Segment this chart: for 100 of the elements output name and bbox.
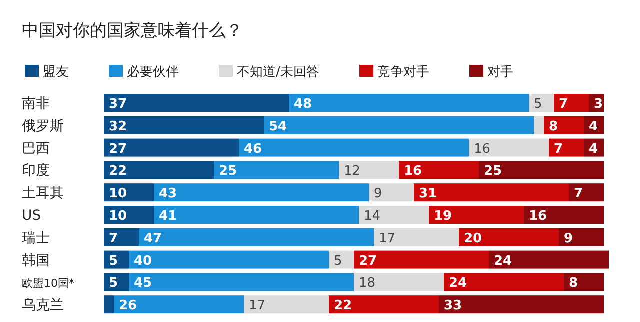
data-label: 16 — [404, 164, 422, 180]
bar — [154, 206, 359, 224]
bar — [524, 206, 604, 224]
data-label: 43 — [159, 186, 178, 202]
data-label: 17 — [249, 298, 266, 314]
bar — [554, 94, 589, 112]
data-label: 3 — [594, 97, 604, 112]
data-label: 54 — [269, 119, 288, 134]
data-label: 8 — [569, 276, 578, 292]
y-tick-label: 瑞士 — [22, 230, 50, 246]
data-label: 16 — [474, 142, 491, 157]
legend-label: 对手 — [487, 65, 514, 80]
data-label: 4 — [589, 119, 598, 134]
bar — [154, 184, 369, 202]
bar — [104, 296, 114, 314]
bar — [444, 273, 564, 292]
bar — [239, 138, 469, 157]
data-label: 22 — [109, 164, 128, 180]
bar — [399, 161, 479, 180]
bar — [529, 94, 554, 112]
data-label: 24 — [494, 254, 512, 269]
bar — [104, 228, 139, 246]
bar — [459, 228, 559, 246]
bar — [139, 228, 374, 246]
bar — [114, 296, 244, 314]
y-tick-label: 乌克兰 — [22, 298, 64, 314]
data-label: 14 — [364, 209, 381, 224]
bar — [534, 116, 544, 134]
data-label: 20 — [464, 231, 482, 246]
data-label: 31 — [419, 186, 438, 202]
bar — [104, 161, 214, 180]
y-tick-label: 巴西 — [22, 140, 50, 157]
data-label: 17 — [379, 231, 396, 246]
bar — [569, 184, 604, 202]
data-label: 10 — [109, 209, 128, 224]
bar — [354, 250, 489, 269]
bar — [544, 116, 584, 134]
data-label: 41 — [159, 209, 178, 224]
bar — [329, 250, 354, 269]
bar — [104, 138, 239, 157]
bar — [129, 250, 329, 269]
data-label: 47 — [144, 231, 162, 246]
bar — [374, 228, 459, 246]
bar — [564, 273, 604, 292]
legend-label: 盟友 — [43, 65, 69, 80]
data-label: 9 — [374, 186, 382, 202]
legend-label: 必要伙伴 — [127, 65, 179, 80]
bar — [559, 228, 604, 246]
legend-label: 竞争对手 — [377, 65, 430, 80]
data-label: 5 — [534, 97, 542, 112]
bar — [549, 138, 584, 157]
y-tick-label: US — [22, 208, 42, 224]
data-label: 5 — [334, 254, 342, 269]
bar — [414, 184, 569, 202]
data-label: 4 — [589, 142, 598, 157]
data-label: 25 — [219, 164, 238, 180]
bar — [339, 161, 399, 180]
bar — [489, 250, 609, 269]
data-label: 19 — [434, 209, 452, 224]
data-label: 16 — [529, 209, 548, 224]
data-label: 26 — [119, 298, 138, 314]
data-label: 18 — [359, 276, 376, 292]
data-label: 12 — [344, 164, 361, 180]
bar — [244, 296, 329, 314]
bar — [214, 161, 339, 180]
data-label: 5 — [109, 276, 118, 292]
data-label: 37 — [109, 97, 128, 112]
y-tick-label: 南非 — [22, 96, 50, 112]
y-tick-label: 印度 — [22, 163, 50, 180]
data-label: 7 — [559, 97, 568, 112]
data-label: 8 — [549, 119, 558, 134]
bar — [439, 296, 604, 314]
data-label: 10 — [109, 186, 128, 202]
data-label: 46 — [244, 142, 262, 157]
data-label: 27 — [359, 254, 378, 269]
bar — [359, 206, 429, 224]
legend-label: 不知道/未回答 — [237, 65, 320, 80]
bar — [329, 296, 439, 314]
data-label: 7 — [554, 142, 564, 157]
y-tick-label: 韩国 — [22, 252, 50, 269]
data-label: 22 — [334, 298, 352, 314]
y-tick-label: 欧盟10国* — [22, 277, 75, 290]
data-label: 25 — [484, 164, 502, 180]
bar — [264, 116, 534, 134]
data-label: 33 — [444, 298, 462, 314]
data-label: 45 — [134, 276, 152, 292]
bar — [289, 94, 529, 112]
data-label: 32 — [109, 119, 128, 134]
bar — [104, 116, 264, 134]
bar — [104, 94, 289, 112]
bar — [469, 138, 549, 157]
chart-title: 中国对你的国家意味着什么？ — [22, 21, 243, 41]
y-tick-label: 土耳其 — [22, 186, 64, 202]
bar — [354, 273, 444, 292]
y-tick-label: 俄罗斯 — [22, 118, 64, 134]
bar — [429, 206, 524, 224]
data-label: 7 — [109, 231, 118, 246]
data-label: 27 — [109, 142, 128, 157]
data-label: 24 — [449, 276, 468, 292]
bar — [129, 273, 354, 292]
